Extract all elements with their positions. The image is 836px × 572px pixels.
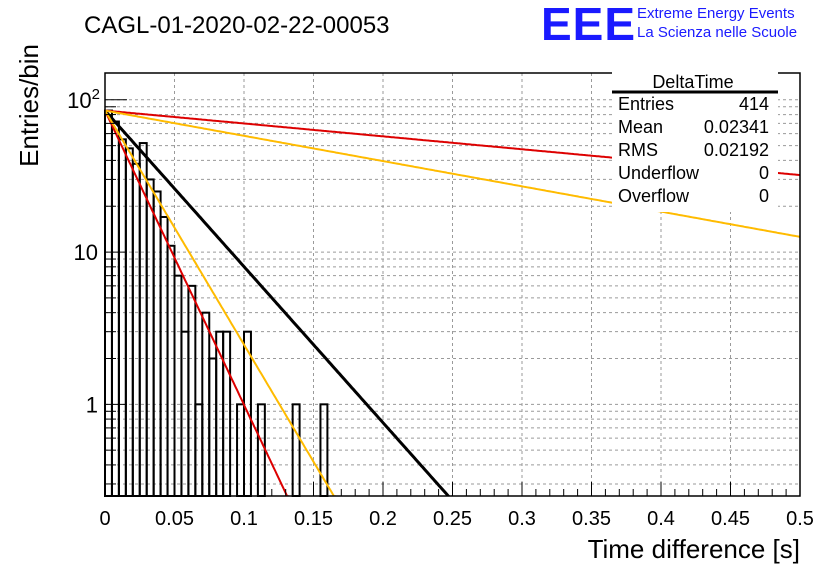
fit-curve — [105, 109, 453, 496]
stats-underflow-label: Underflow — [618, 163, 700, 183]
stats-overflow-label: Overflow — [618, 186, 690, 206]
x-tick-label: 0.25 — [433, 508, 472, 530]
histogram-bin — [208, 357, 218, 497]
stats-mean-label: Mean — [618, 117, 663, 137]
x-tick-label: 0.35 — [572, 508, 611, 530]
stats-overflow-value: 0 — [759, 186, 769, 206]
histogram-bin — [131, 162, 141, 497]
histogram-bin — [124, 147, 134, 497]
fit-curve — [105, 109, 800, 238]
histogram-bin — [222, 330, 232, 498]
y-tick-label: 1 — [86, 392, 98, 417]
x-tick-label: 0.15 — [294, 508, 333, 530]
y-tick-label: 102 — [67, 86, 100, 113]
histogram-bin — [117, 138, 127, 497]
histogram-bin — [110, 120, 120, 497]
fit-curve — [105, 110, 290, 496]
fit-curves — [105, 109, 800, 496]
stats-entries-label: Entries — [618, 94, 674, 114]
x-tick-label: 0.45 — [711, 508, 750, 530]
histogram-bin — [166, 244, 176, 497]
histogram-bin — [173, 274, 183, 497]
histogram-bin — [180, 330, 190, 498]
eee-logo-line2: La Scienza nelle Scuole — [637, 24, 797, 41]
x-tick-label: 0.4 — [647, 508, 675, 530]
x-tick-label: 0 — [99, 508, 110, 530]
eee-logo: EEE — [541, 0, 636, 50]
stats-underflow-value: 0 — [759, 163, 769, 183]
x-tick-label: 0.1 — [230, 508, 258, 530]
stats-rms-label: RMS — [618, 140, 658, 160]
stats-box-bg — [612, 70, 778, 212]
chart-title: CAGL-01-2020-02-22-00053 — [84, 12, 390, 39]
stats-mean-value: 0.02341 — [704, 117, 769, 137]
x-axis-label: Time difference [s] — [588, 534, 800, 564]
x-tick-label: 0.05 — [155, 508, 194, 530]
stats-rms-value: 0.02192 — [704, 140, 769, 160]
y-tick-label: 10 — [74, 240, 98, 265]
axes: 0 0.05 0.1 0.15 0.2 0.25 0.3 0.35 0.4 0.45 0.5 1 10 1… — [67, 72, 814, 530]
eee-logo-line1: Extreme Energy Events — [637, 5, 795, 22]
x-tick-label: 0.2 — [369, 508, 397, 530]
histogram-bin — [145, 178, 155, 498]
y-axis-label: Entries/bin — [14, 44, 44, 167]
stats-entries-value: 414 — [739, 94, 769, 114]
x-tick-label: 0.3 — [508, 508, 536, 530]
stats-box: DeltaTime Entries 414 Mean 0.02341 RMS 0… — [612, 70, 778, 212]
x-tick-label: 0.5 — [786, 508, 814, 530]
fit-curve — [105, 110, 337, 496]
stats-box-title: DeltaTime — [652, 72, 733, 92]
